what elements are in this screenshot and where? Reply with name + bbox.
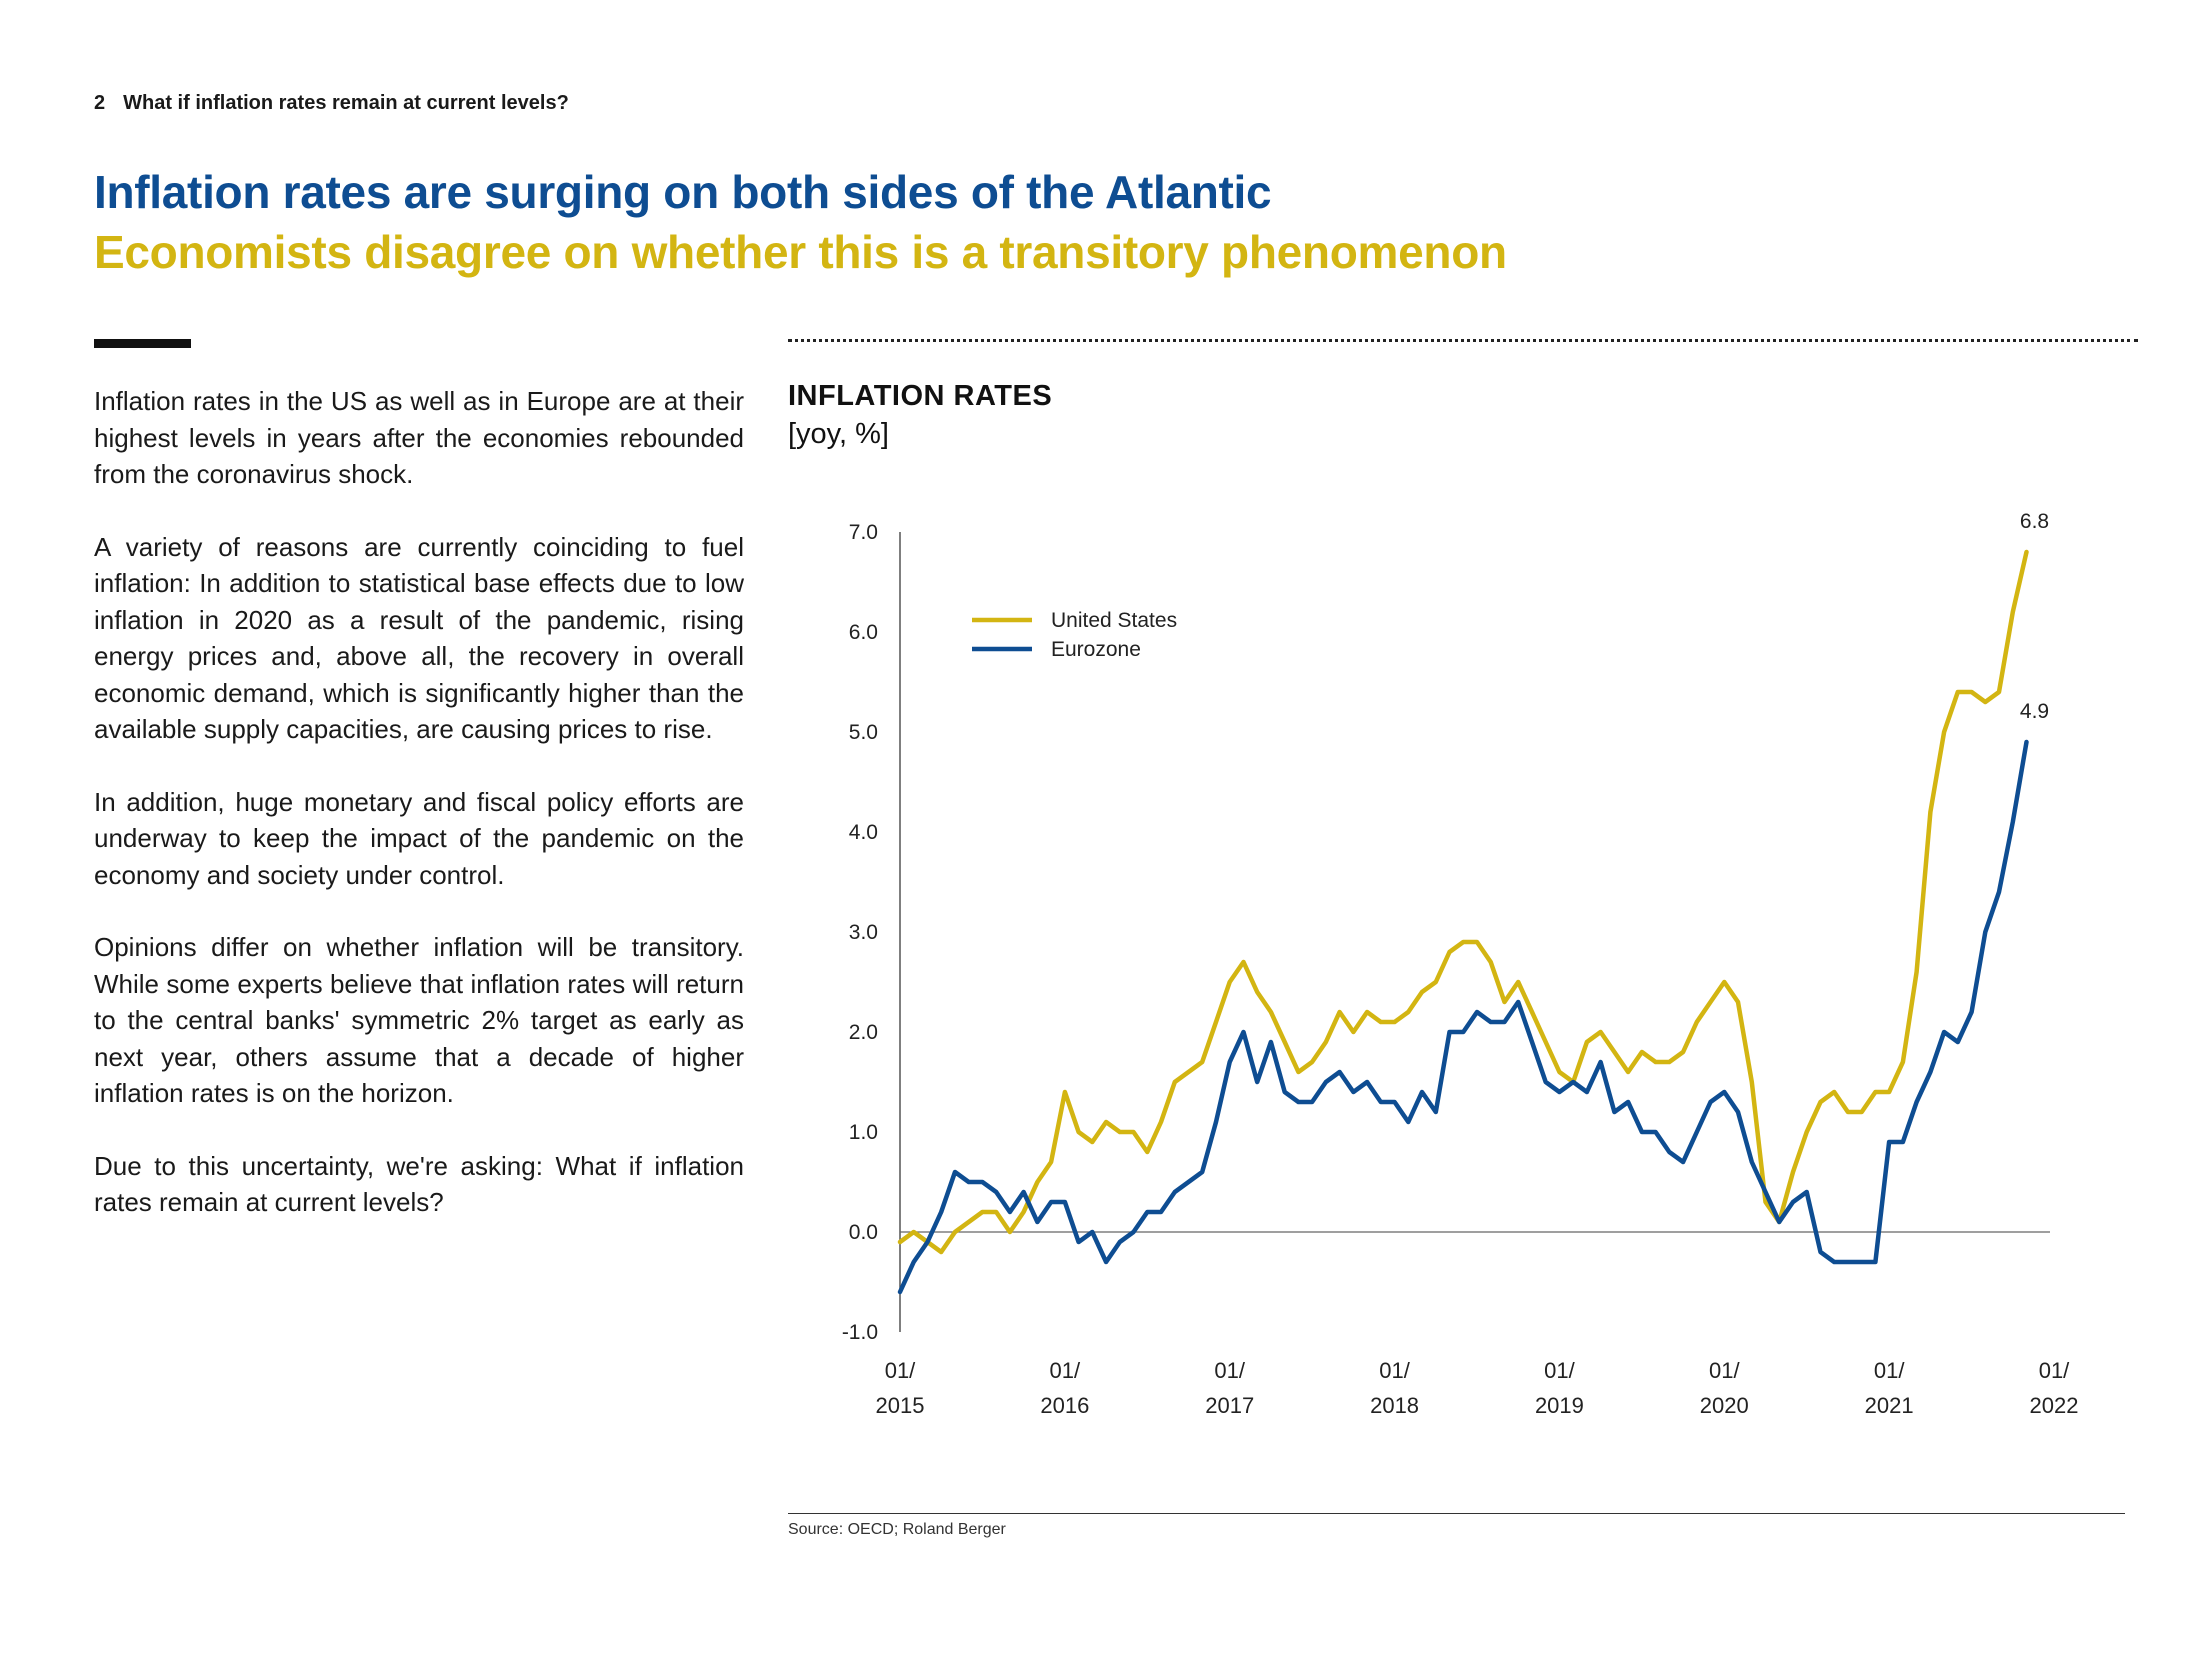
legend-label: Eurozone <box>1051 638 1141 661</box>
x-tick-label: 2021 <box>1865 1393 1914 1418</box>
body-paragraph: Inflation rates in the US as well as in … <box>94 386 744 489</box>
y-tick-label: 7.0 <box>849 521 878 544</box>
body-paragraph: Due to this uncertainty, we're asking: W… <box>94 1150 744 1218</box>
x-tick-label: 01/ <box>1379 1358 1410 1383</box>
legend: United States Eurozone <box>972 609 1177 661</box>
x-tick-label: 01/ <box>1050 1358 1081 1383</box>
x-tick-label: 01/ <box>885 1358 916 1383</box>
y-tick-label: 1.0 <box>849 1121 878 1144</box>
x-tick-label: 01/ <box>1874 1358 1905 1383</box>
x-tick-label: 2017 <box>1205 1393 1254 1418</box>
y-tick-label: 6.0 <box>849 621 878 644</box>
x-tick-label: 2016 <box>1040 1393 1089 1418</box>
headline: Inflation rates are surging on both side… <box>94 166 1272 218</box>
chart-title: INFLATION RATES <box>788 380 1053 412</box>
source-note: Source: OECD; Roland Berger <box>788 1521 1006 1538</box>
x-tick-label: 2018 <box>1370 1393 1419 1418</box>
body-paragraph: A variety of reasons are currently coinc… <box>94 531 744 745</box>
y-axis: -1.0 0.0 1.0 2.0 3.0 4.0 5.0 6.0 7.0 <box>842 521 2050 1344</box>
y-tick-label: 2.0 <box>849 1021 878 1044</box>
y-tick-label: 5.0 <box>849 721 878 744</box>
inflation-chart: -1.00.01.02.03.04.05.06.07.0 01/201501/2… <box>842 510 2079 1418</box>
data-label-end: 6.8 <box>2020 510 2049 533</box>
page-header: 2 What if inflation rates remain at curre… <box>94 92 569 115</box>
accent-bar <box>94 339 191 348</box>
x-tick-label: 2019 <box>1535 1393 1584 1418</box>
x-tick-label: 2015 <box>876 1393 925 1418</box>
x-tick-label: 01/ <box>1544 1358 1575 1383</box>
y-tick-label: -1.0 <box>842 1321 878 1344</box>
y-tick-label: 3.0 <box>849 921 878 944</box>
y-tick-label: 4.0 <box>849 821 878 844</box>
series-line-united-states <box>897 549 2029 1255</box>
body-text: Inflation rates in the US as well as in … <box>94 383 744 1257</box>
x-tick-label: 01/ <box>1214 1358 1245 1383</box>
source-divider <box>788 1513 2125 1514</box>
subheadline: Economists disagree on whether this is a… <box>94 226 1507 278</box>
dotted-divider <box>788 339 2138 342</box>
end-labels: 6.8 4.9 <box>2020 510 2049 723</box>
x-tick-label: 2022 <box>2030 1393 2079 1418</box>
page-number: 2 <box>94 92 106 114</box>
x-axis: 01/2015 01/2016 01/2017 01/2018 01/2019 01/20… <box>876 1358 2079 1418</box>
legend-label: United States <box>1051 609 1177 632</box>
body-paragraph: In addition, huge monetary and fiscal po… <box>94 786 744 890</box>
series-line-eurozone <box>897 739 2029 1295</box>
body-paragraph: Opinions differ on whether inflation wil… <box>94 932 744 1108</box>
y-tick-label: 0.0 <box>849 1221 878 1244</box>
x-tick-label: 01/ <box>1709 1358 1740 1383</box>
x-tick-label: 2020 <box>1700 1393 1749 1418</box>
page-header-title: What if inflation rates remain at curren… <box>123 92 569 114</box>
x-tick-label: 01/ <box>2039 1358 2070 1383</box>
data-label-end: 4.9 <box>2020 700 2049 723</box>
chart-unit-label: [yoy, %] <box>788 418 889 450</box>
series-lines <box>897 549 2029 1295</box>
